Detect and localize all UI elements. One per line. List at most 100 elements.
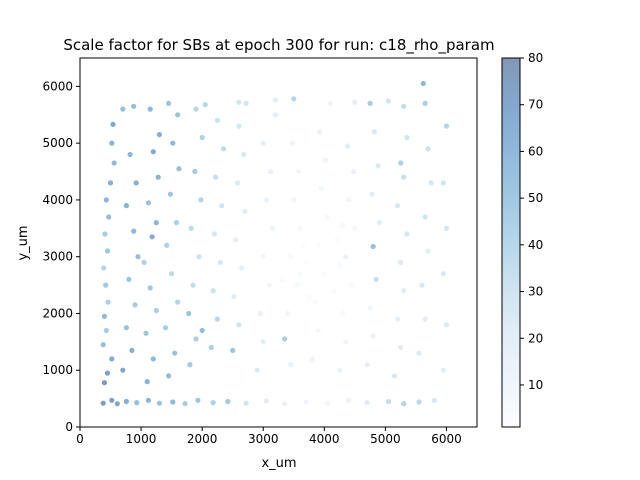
data-point bbox=[186, 310, 192, 317]
x-axis-label: x_um bbox=[261, 456, 296, 471]
data-point bbox=[213, 174, 219, 180]
data-point bbox=[385, 98, 391, 104]
data-point bbox=[220, 146, 227, 152]
chart-title: Scale factor for SBs at epoch 300 for ru… bbox=[63, 36, 494, 55]
data-point bbox=[327, 100, 333, 106]
data-point bbox=[170, 399, 176, 405]
colorbar-tick-label: 70 bbox=[528, 98, 543, 112]
data-point bbox=[156, 132, 162, 138]
data-point bbox=[300, 242, 306, 248]
data-point bbox=[303, 259, 309, 265]
data-point bbox=[164, 242, 170, 248]
data-point bbox=[440, 180, 446, 186]
data-point bbox=[100, 400, 106, 406]
data-point bbox=[199, 134, 205, 141]
data-point bbox=[153, 308, 159, 314]
data-point bbox=[114, 401, 120, 407]
data-point bbox=[309, 356, 315, 362]
y-tick-label: 0 bbox=[65, 420, 73, 434]
data-point bbox=[369, 191, 375, 197]
data-point bbox=[195, 397, 201, 403]
data-point bbox=[225, 398, 231, 405]
x-tick-label: 6000 bbox=[431, 432, 462, 446]
data-point bbox=[282, 336, 288, 342]
data-point bbox=[172, 350, 178, 356]
data-point bbox=[371, 129, 377, 135]
data-point bbox=[192, 168, 198, 175]
data-point bbox=[344, 143, 351, 149]
data-point bbox=[318, 186, 324, 192]
colorbar-tick-label: 50 bbox=[528, 191, 543, 205]
data-point bbox=[289, 140, 296, 146]
data-point bbox=[352, 225, 358, 231]
data-point bbox=[145, 200, 151, 206]
data-point bbox=[131, 103, 137, 109]
data-point bbox=[153, 220, 159, 226]
data-point bbox=[187, 362, 193, 368]
data-point bbox=[343, 254, 349, 260]
data-point bbox=[385, 398, 391, 405]
data-point bbox=[321, 271, 327, 277]
data-point bbox=[337, 367, 343, 373]
data-point bbox=[208, 344, 214, 351]
data-point bbox=[367, 305, 373, 311]
data-point bbox=[367, 100, 373, 106]
data-point bbox=[156, 400, 162, 406]
data-point bbox=[176, 166, 182, 172]
data-point bbox=[333, 237, 340, 243]
data-point bbox=[210, 288, 216, 294]
data-point bbox=[272, 112, 278, 118]
data-point bbox=[230, 347, 236, 353]
data-point bbox=[120, 106, 126, 112]
data-point bbox=[104, 370, 111, 376]
data-point bbox=[106, 214, 112, 220]
data-point bbox=[182, 401, 188, 407]
data-point bbox=[398, 259, 404, 265]
y-tick-label: 5000 bbox=[42, 136, 73, 150]
data-point bbox=[422, 316, 428, 322]
data-point bbox=[190, 282, 196, 288]
data-point bbox=[127, 151, 133, 158]
data-point bbox=[103, 327, 109, 334]
data-point bbox=[243, 100, 249, 106]
data-point bbox=[214, 117, 220, 123]
data-point bbox=[370, 243, 376, 250]
y-tick-label: 2000 bbox=[42, 306, 73, 320]
y-tick-label: 6000 bbox=[42, 79, 73, 93]
data-point bbox=[196, 254, 202, 260]
data-point bbox=[150, 356, 156, 362]
data-point bbox=[202, 102, 208, 108]
data-point bbox=[175, 299, 181, 305]
data-point bbox=[199, 327, 205, 334]
data-point bbox=[231, 293, 237, 299]
data-point bbox=[147, 106, 153, 112]
data-point bbox=[352, 99, 358, 105]
data-point bbox=[188, 225, 194, 231]
data-point bbox=[144, 379, 150, 385]
data-point bbox=[260, 254, 266, 260]
data-point bbox=[269, 225, 275, 231]
data-point bbox=[120, 367, 126, 373]
data-point bbox=[243, 400, 249, 406]
data-point bbox=[166, 373, 172, 379]
data-point bbox=[236, 99, 242, 105]
data-point bbox=[312, 299, 318, 305]
colorbar bbox=[501, 57, 521, 428]
data-point bbox=[166, 100, 172, 106]
data-point bbox=[282, 401, 288, 407]
data-point bbox=[101, 380, 107, 386]
data-point bbox=[263, 398, 269, 404]
data-point bbox=[236, 322, 242, 328]
data-point bbox=[306, 293, 312, 299]
data-point bbox=[370, 333, 376, 339]
data-point bbox=[395, 203, 401, 209]
data-point bbox=[147, 285, 153, 291]
data-point bbox=[175, 112, 181, 118]
data-point bbox=[101, 313, 107, 319]
data-point bbox=[391, 373, 398, 379]
data-point bbox=[217, 259, 224, 265]
data-point bbox=[340, 222, 346, 229]
data-point bbox=[419, 282, 425, 288]
data-point bbox=[263, 197, 269, 203]
